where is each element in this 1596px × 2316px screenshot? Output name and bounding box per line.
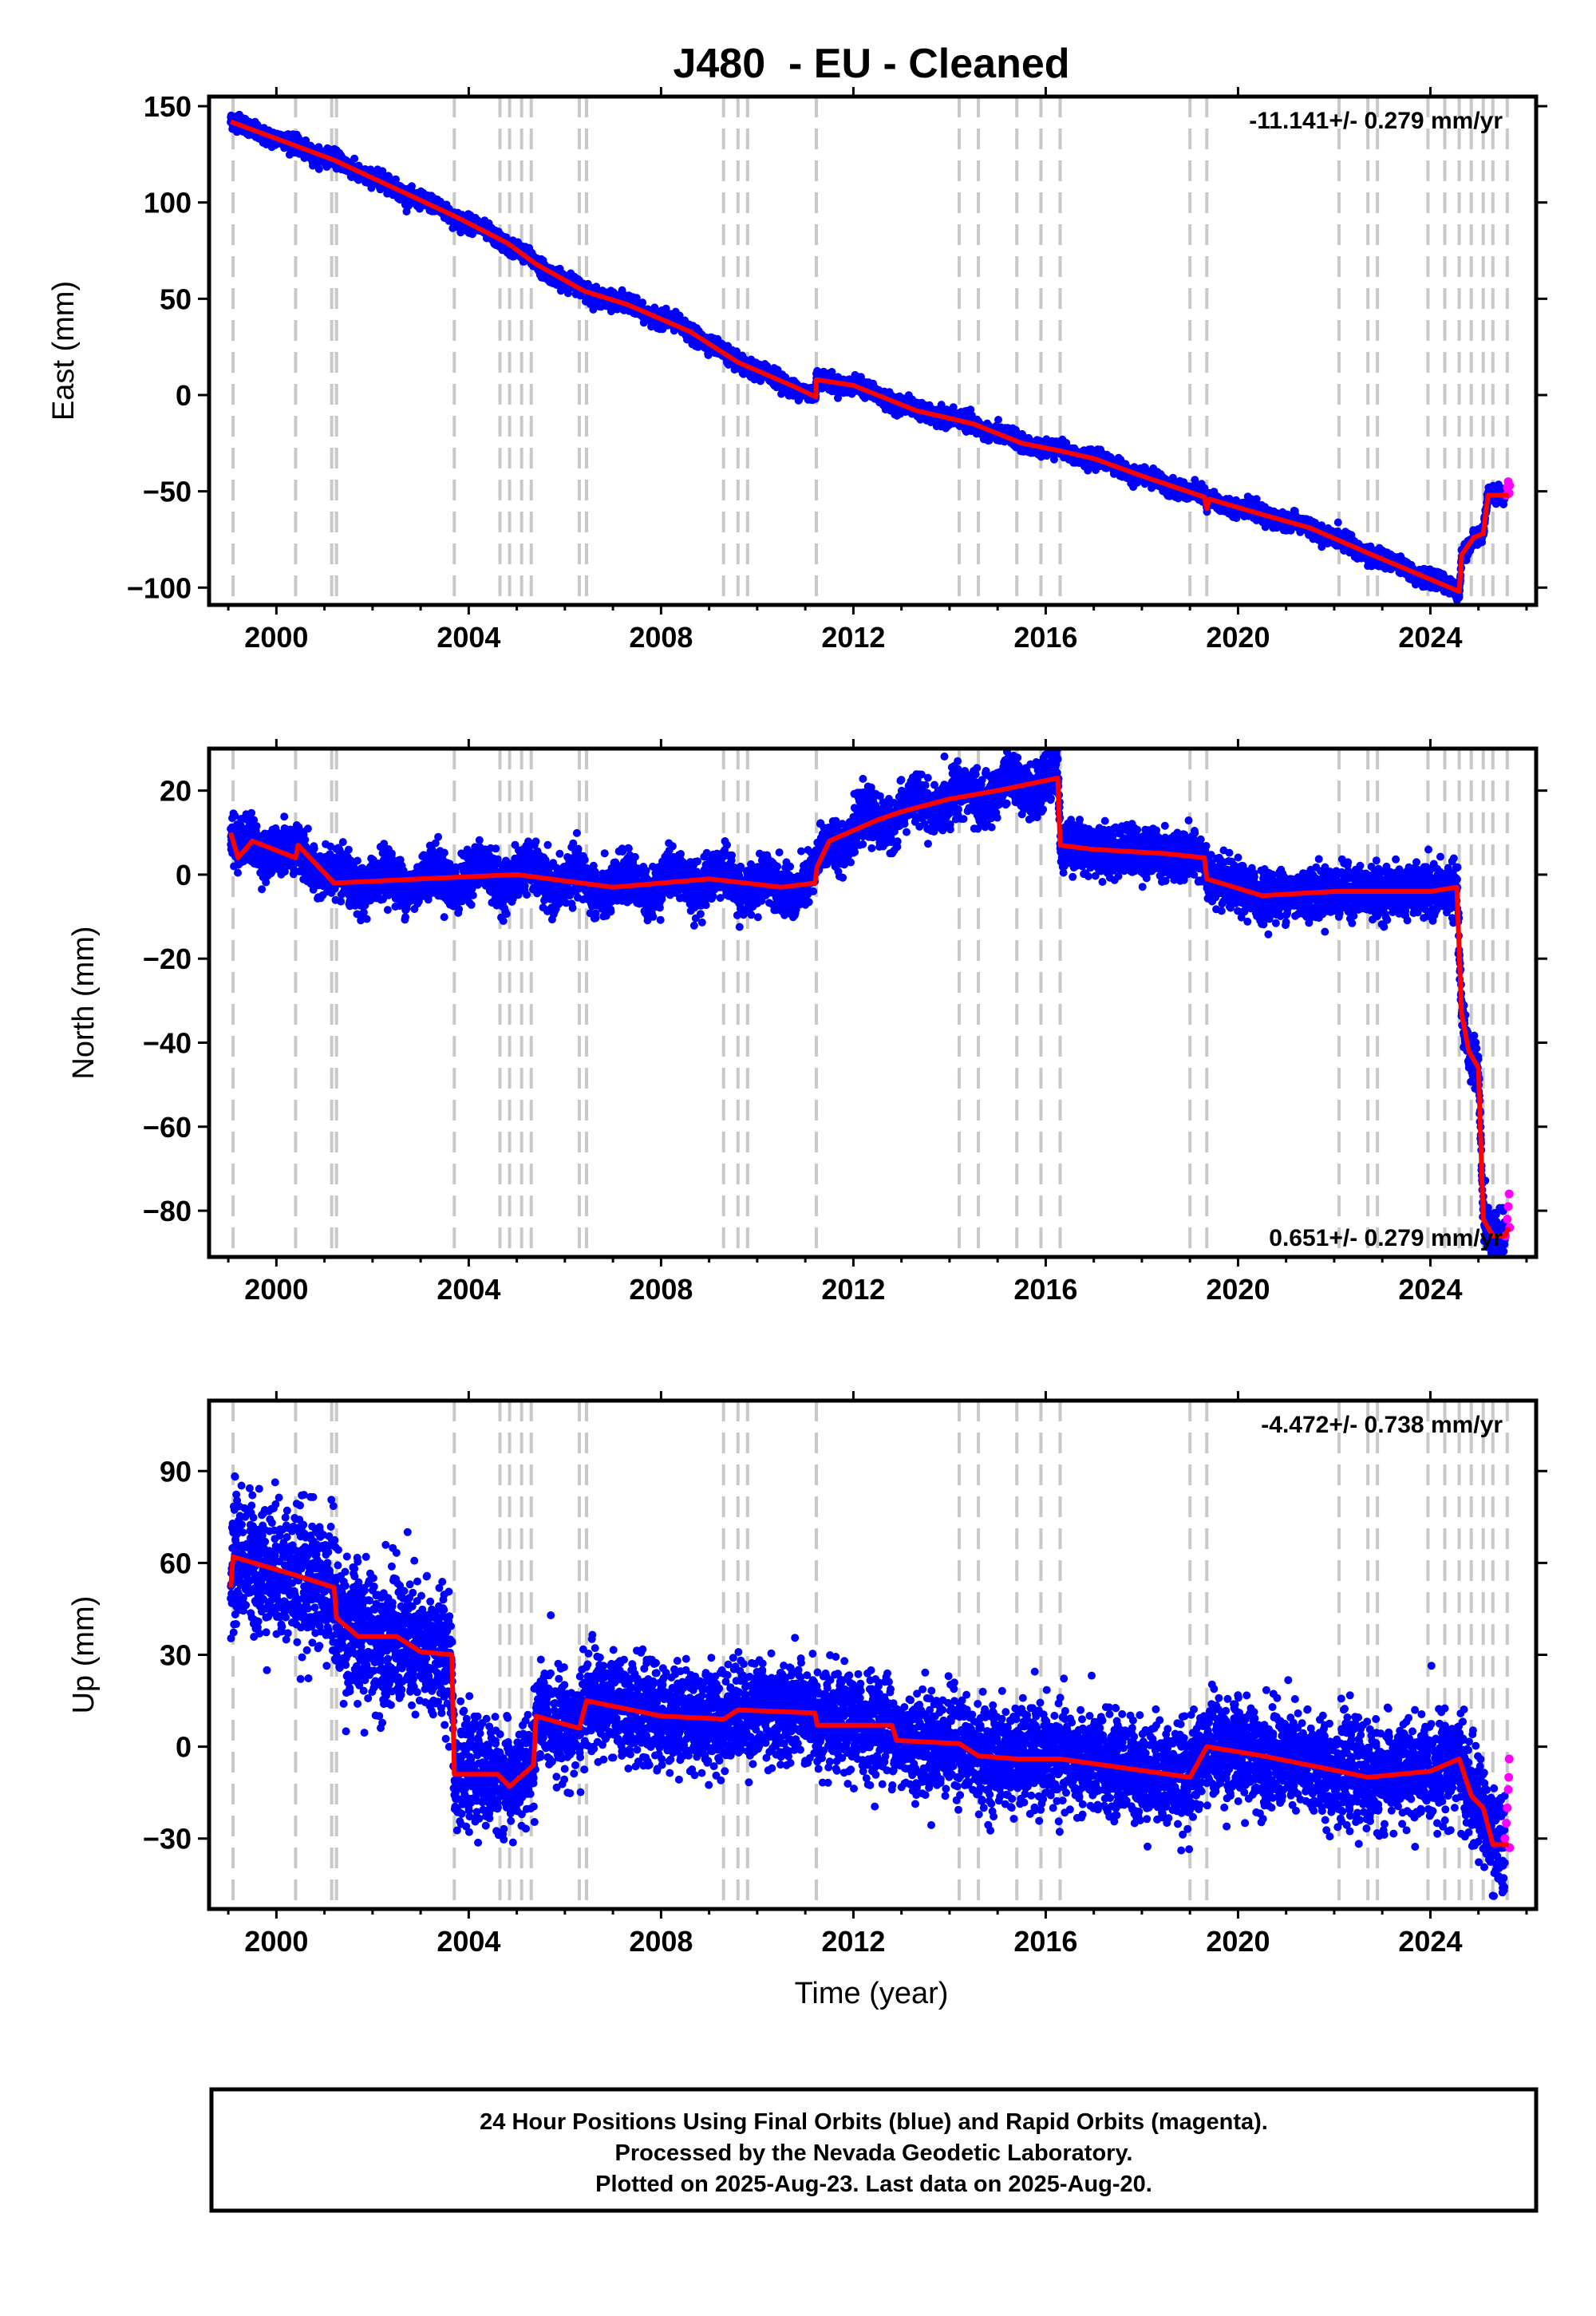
y-tick-label-5: 150: [144, 90, 192, 123]
x-tick-label-4: 2016: [1013, 1273, 1077, 1306]
north-panel: 2000 2004 2008 2012 2016 2020 2024 −80 −60 −40 −20…: [67, 739, 1547, 1306]
final-orbit-points: [227, 1472, 1509, 1900]
y-tick-label-3: 60: [160, 1547, 192, 1579]
x-tick-label-1: 2004: [437, 1273, 500, 1306]
rate-label: 0.651+/- 0.279 mm/yr: [1269, 1225, 1503, 1251]
x-tick-label-0: 2000: [244, 1273, 308, 1306]
x-tick-label-4: 2016: [1013, 621, 1077, 654]
up-panel: 2000 2004 2008 2012 2016 2020 2024 −30 0 30 60 90 Up…: [67, 1391, 1547, 1958]
y-tick-label-4: 100: [144, 187, 192, 219]
y-tick-label-1: −60: [143, 1111, 192, 1144]
rapid-orbit-point-4: [1505, 480, 1515, 490]
y-tick-label-0: −30: [143, 1823, 192, 1856]
x-tick-label-0: 2000: [244, 621, 308, 654]
x-tick-label-5: 2020: [1206, 1273, 1270, 1306]
x-tick-label-2: 2008: [629, 1925, 693, 1958]
rapid-orbit-point-2: [1503, 1202, 1513, 1211]
x-tick-label-3: 2012: [821, 1925, 885, 1958]
footer-box: [209, 2087, 1539, 2213]
x-tick-label-3: 2012: [821, 1273, 885, 1306]
figure-title: J480 - EU - Cleaned: [673, 41, 1069, 87]
y-tick-label-5: 20: [160, 775, 192, 808]
x-tick-label-1: 2004: [437, 621, 500, 654]
y-tick-label-2: 0: [176, 379, 192, 412]
x-tick-label-6: 2024: [1398, 1925, 1462, 1958]
rapid-orbit-point-1: [1502, 1819, 1511, 1828]
x-axis-label: Time (year): [795, 1977, 949, 2010]
rapid-orbit-point-5: [1504, 1754, 1514, 1764]
rapid-orbit-point-3: [1503, 1784, 1513, 1794]
rapid-orbit-point-0: [1500, 1834, 1510, 1844]
model-line: [230, 119, 1509, 595]
x-tick-label-4: 2016: [1013, 1925, 1077, 1958]
y-tick-label-3: −20: [143, 943, 192, 975]
model-line: [228, 775, 1511, 1239]
y-tick-label-3: 50: [160, 283, 192, 315]
y-axis-label: North (mm): [67, 926, 101, 1079]
y-tick-label-4: 0: [176, 859, 192, 891]
footer-line-2: Processed by the Nevada Geodetic Laborat…: [615, 2140, 1133, 2166]
x-tick-label-6: 2024: [1398, 1273, 1462, 1306]
east-panel: 2000 2004 2008 2012 2016 2020 2024 −100 −50 0 50 10…: [47, 87, 1547, 654]
footer-line-1: 24 Hour Positions Using Final Orbits (bl…: [480, 2109, 1268, 2135]
y-axis-label: East (mm): [47, 281, 81, 421]
x-tick-label-0: 2000: [244, 1925, 308, 1958]
footer-line-3: Plotted on 2025-Aug-23. Last data on 202…: [595, 2172, 1152, 2197]
x-tick-label-5: 2020: [1206, 621, 1270, 654]
rapid-orbit-point-1: [1503, 1215, 1512, 1224]
rapid-orbit-point-3: [1504, 1189, 1514, 1199]
rapid-orbit-point-4: [1504, 1773, 1514, 1782]
plot-frame: [207, 94, 1539, 607]
x-tick-label-1: 2004: [437, 1925, 500, 1958]
x-tick-label-3: 2012: [821, 621, 885, 654]
model-line: [228, 1554, 1509, 1848]
y-axis-label: Up (mm): [67, 1596, 101, 1714]
y-tick-label-2: 30: [160, 1639, 192, 1672]
rate-label: -11.141+/- 0.279 mm/yr: [1249, 108, 1503, 134]
rapid-orbit-point-2: [1503, 1803, 1512, 1812]
y-tick-label-1: −50: [143, 476, 192, 508]
x-tick-label-5: 2020: [1206, 1925, 1270, 1958]
y-tick-label-0: −100: [127, 571, 192, 604]
y-tick-label-1: 0: [176, 1731, 192, 1764]
y-tick-label-2: −40: [143, 1027, 192, 1060]
y-tick-label-4: 90: [160, 1455, 192, 1488]
y-tick-label-0: −80: [143, 1195, 192, 1227]
rate-label: -4.472+/- 0.738 mm/yr: [1261, 1412, 1503, 1438]
x-tick-label-2: 2008: [629, 1273, 693, 1306]
plot-frame: [207, 746, 1539, 1259]
x-tick-label-6: 2024: [1398, 621, 1462, 654]
x-tick-label-2: 2008: [629, 621, 693, 654]
